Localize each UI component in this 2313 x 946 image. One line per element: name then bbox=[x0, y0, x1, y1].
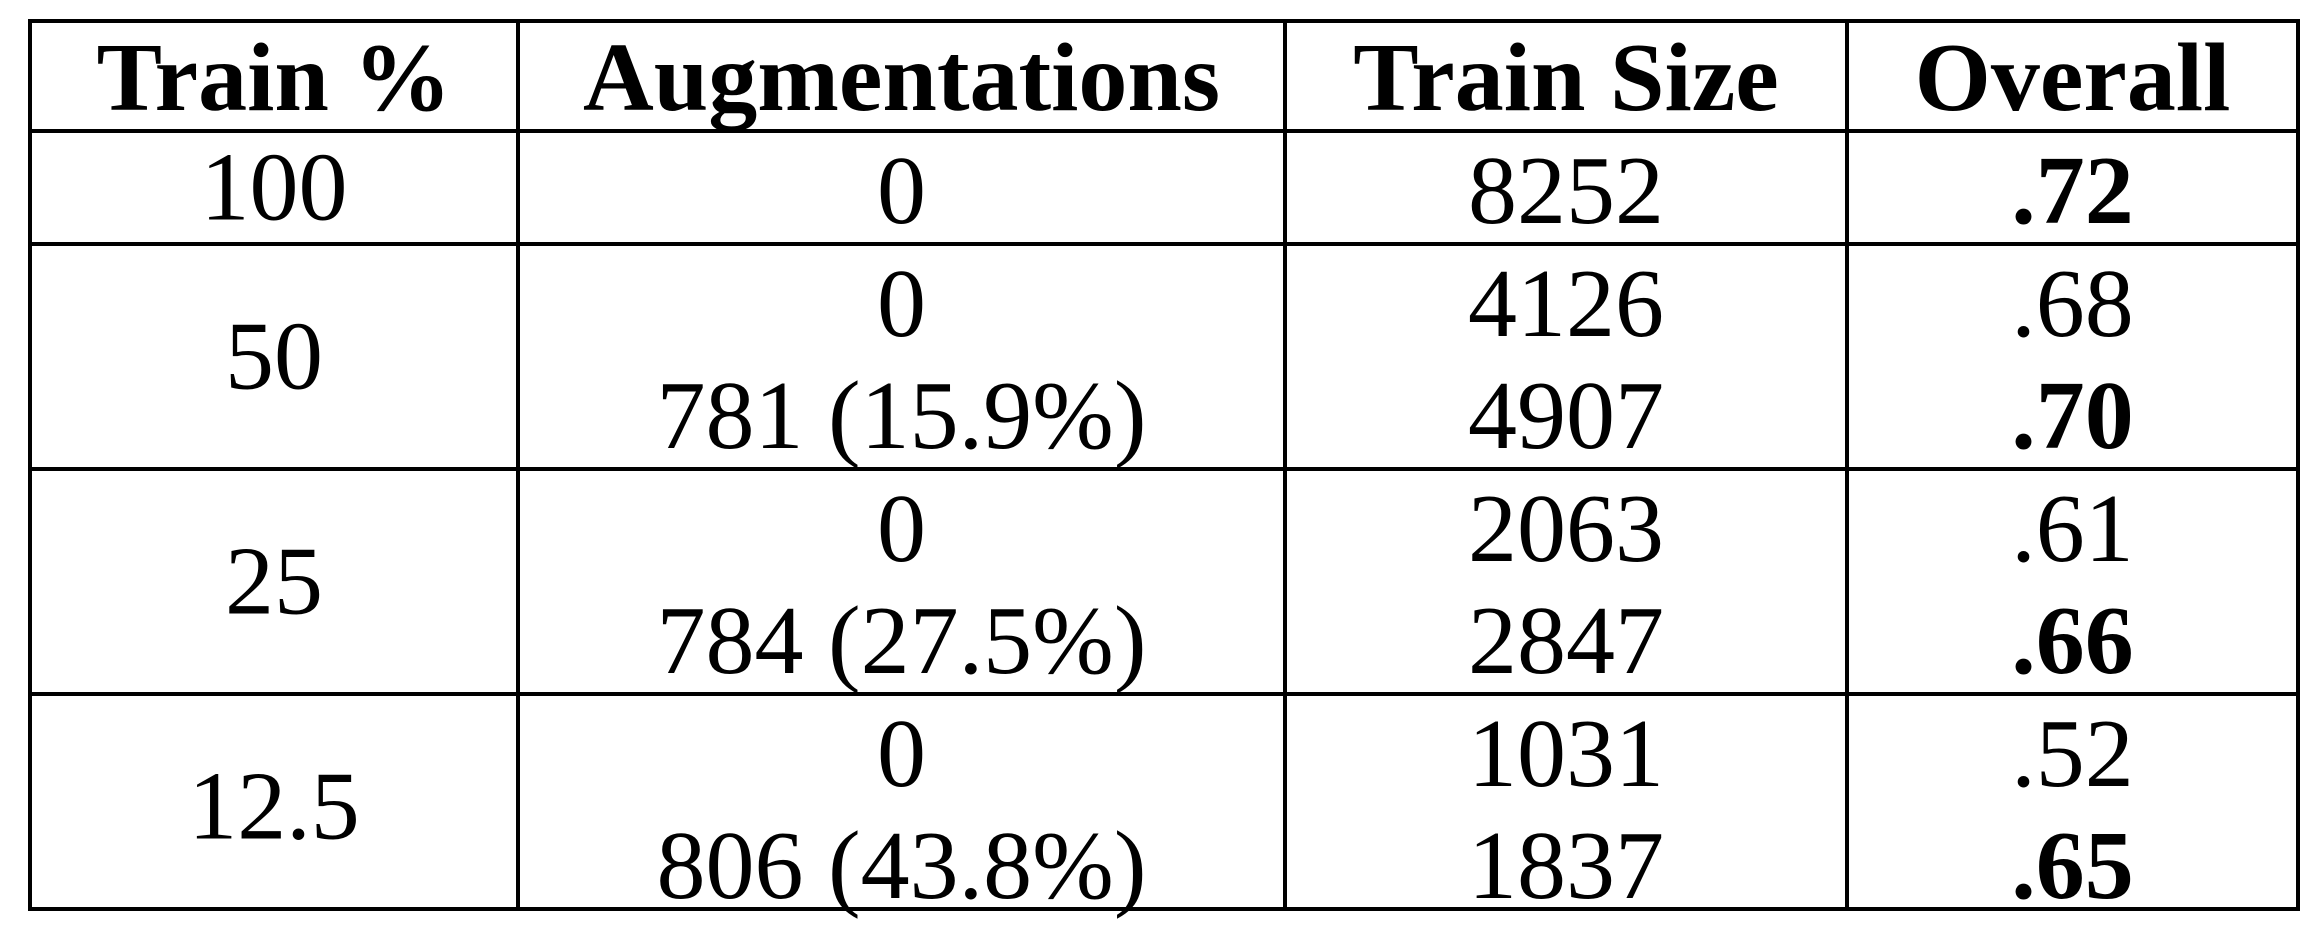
table-border bbox=[28, 19, 2300, 911]
overall-cell: .65 bbox=[2011, 812, 2134, 920]
overall-cell: .52 bbox=[2011, 700, 2134, 808]
overall-cell: .61 bbox=[2011, 475, 2134, 583]
train-size-cell: 4907 bbox=[1468, 362, 1664, 470]
header-cell: Overall bbox=[1915, 24, 2231, 132]
train-size-cell: 1837 bbox=[1468, 812, 1664, 920]
augmentations-cell: 0 bbox=[877, 137, 926, 245]
augmentations-cell: 806 (43.8%) bbox=[657, 812, 1147, 920]
overall-cell: .72 bbox=[2011, 137, 2134, 245]
augmentations-cell: 0 bbox=[877, 250, 926, 358]
train-size-cell: 2847 bbox=[1468, 587, 1664, 695]
augmentations-cell: 784 (27.5%) bbox=[657, 587, 1147, 695]
train-pct-cell: 12.5 bbox=[188, 753, 360, 861]
header-cell: Augmentations bbox=[583, 24, 1220, 132]
header-cell: Train Size bbox=[1353, 24, 1779, 132]
overall-cell: .68 bbox=[2011, 250, 2134, 358]
augmentations-cell: 781 (15.9%) bbox=[657, 362, 1147, 470]
train-pct-cell: 50 bbox=[225, 303, 323, 411]
header-cell: Train % bbox=[97, 24, 452, 132]
train-pct-cell: 100 bbox=[201, 134, 348, 242]
augmentations-cell: 0 bbox=[877, 475, 926, 583]
train-size-cell: 8252 bbox=[1468, 137, 1664, 245]
train-pct-cell: 25 bbox=[225, 528, 323, 636]
overall-cell: .70 bbox=[2011, 362, 2134, 470]
augmentations-cell: 0 bbox=[877, 700, 926, 808]
overall-cell: .66 bbox=[2011, 587, 2134, 695]
train-size-cell: 1031 bbox=[1468, 700, 1664, 808]
train-size-cell: 4126 bbox=[1468, 250, 1664, 358]
train-size-cell: 2063 bbox=[1468, 475, 1664, 583]
